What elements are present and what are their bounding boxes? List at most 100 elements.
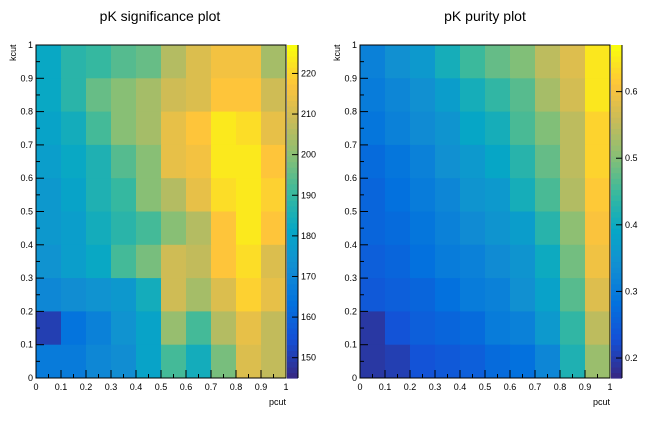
significance-colorbar-step bbox=[287, 300, 298, 307]
significance-colorbar-step bbox=[287, 289, 298, 296]
purity-cell-r4-c4 bbox=[460, 144, 486, 179]
purity-colorbar-step bbox=[611, 189, 622, 196]
purity-x-tick-label: 0.2 bbox=[404, 382, 417, 392]
significance-colorbar-tick-label: 160 bbox=[301, 312, 316, 322]
purity-colorbar-step bbox=[611, 333, 622, 340]
significance-cell-r4-c3 bbox=[111, 144, 137, 179]
purity-colorbar-step bbox=[611, 106, 622, 113]
purity-colorbar: 0.2 0.3 0.4 0.5 0.6 bbox=[611, 45, 638, 379]
significance-colorbar-step bbox=[287, 61, 298, 68]
significance-cell-r7-c9 bbox=[261, 244, 287, 279]
significance-y-tick-label: 1 bbox=[28, 40, 33, 50]
purity-x-tick-label: 0.7 bbox=[529, 382, 542, 392]
significance-cell-r10-c2 bbox=[86, 344, 112, 379]
purity-cell-r4-c5 bbox=[485, 144, 511, 179]
significance-colorbar-step bbox=[287, 228, 298, 235]
purity-colorbar-step bbox=[611, 194, 622, 201]
purity-cell-r9-c6 bbox=[510, 311, 536, 346]
purity-cell-r1-c0 bbox=[360, 45, 386, 79]
purity-cell-r5-c7 bbox=[535, 178, 561, 212]
significance-colorbar-step bbox=[287, 178, 298, 185]
significance-colorbar-step bbox=[287, 128, 298, 135]
significance-y-tick-label: 0.8 bbox=[20, 107, 33, 117]
purity-cell-r4-c3 bbox=[435, 144, 461, 179]
purity-x-tick-label: 0.4 bbox=[454, 382, 467, 392]
purity-cell-r5-c3 bbox=[435, 178, 461, 212]
significance-x-axis: 0 0.1 0.2 0.3 0.4 0.5 0.6 0.7 0.8 0.9 1 bbox=[33, 370, 289, 392]
significance-colorbar-step bbox=[287, 311, 298, 318]
purity-cell-r3-c4 bbox=[460, 111, 486, 146]
purity-cell-r2-c6 bbox=[510, 78, 536, 113]
significance-colorbar-step bbox=[287, 328, 298, 335]
significance-y-label: kcut bbox=[8, 44, 18, 61]
purity-cell-r6-c4 bbox=[460, 211, 486, 246]
significance-cell-r4-c4 bbox=[136, 144, 162, 179]
significance-colorbar-step bbox=[287, 294, 298, 301]
significance-cell-r2-c7 bbox=[211, 78, 237, 113]
purity-cell-r6-c7 bbox=[535, 211, 561, 246]
significance-colorbar-step bbox=[287, 67, 298, 74]
purity-cell-r2-c1 bbox=[385, 78, 411, 113]
significance-colorbar-step bbox=[287, 278, 298, 285]
purity-cell-r9-c0 bbox=[360, 311, 386, 346]
purity-colorbar-step bbox=[611, 122, 622, 129]
purity-cell-r2-c5 bbox=[485, 78, 511, 113]
significance-cell-r4-c7 bbox=[211, 144, 237, 179]
significance-colorbar-step bbox=[287, 205, 298, 213]
purity-x-tick-label: 1 bbox=[607, 382, 612, 392]
significance-y-axis: 0 0.1 0.2 0.3 0.4 0.5 0.6 0.7 0.8 0.9 1 bbox=[20, 40, 44, 383]
purity-x-axis: 0 0.1 0.2 0.3 0.4 0.5 0.6 0.7 0.8 0.9 1 bbox=[357, 370, 613, 392]
significance-cell-r4-c1 bbox=[61, 144, 87, 179]
purity-cell-r5-c4 bbox=[460, 178, 486, 212]
significance-colorbar-step bbox=[287, 200, 298, 207]
purity-cell-r2-c0 bbox=[360, 78, 386, 113]
significance-colorbar-tick-label: 190 bbox=[301, 190, 316, 200]
purity-colorbar-step bbox=[611, 267, 622, 274]
significance-colorbar-step bbox=[287, 83, 298, 90]
significance-cell-r1-c3 bbox=[111, 45, 137, 79]
purity-x-tick-label: 0.5 bbox=[479, 382, 492, 392]
purity-cell-r3-c5 bbox=[485, 111, 511, 146]
purity-y-tick-label: 0.5 bbox=[344, 207, 357, 217]
purity-cell-r8-c2 bbox=[410, 278, 436, 312]
significance-colorbar: 150 160 170 180 190 200 210 220 bbox=[287, 45, 316, 379]
significance-y-tick-label: 0.6 bbox=[20, 173, 33, 183]
purity-cell-r1-c3 bbox=[435, 45, 461, 79]
significance-cell-r8-c2 bbox=[86, 278, 112, 312]
significance-cell-r5-c9 bbox=[261, 178, 287, 212]
significance-cell-r9-c1 bbox=[61, 311, 87, 346]
significance-colorbar-step bbox=[287, 255, 298, 263]
significance-cell-r5-c5 bbox=[161, 178, 187, 212]
significance-cell-r8-c9 bbox=[261, 278, 287, 312]
purity-y-tick-label: 0.4 bbox=[344, 240, 357, 250]
significance-cell-r4-c0 bbox=[36, 144, 62, 179]
significance-cell-r10-c1 bbox=[61, 344, 87, 379]
significance-title: pK significance plot bbox=[100, 8, 221, 24]
significance-colorbar-step bbox=[287, 211, 298, 218]
purity-cell-r6-c8 bbox=[560, 211, 586, 246]
significance-y-tick-label: 0.3 bbox=[20, 273, 33, 283]
purity-colorbar-step bbox=[611, 45, 622, 52]
purity-cell-r9-c4 bbox=[460, 311, 486, 346]
significance-colorbar-tick-label: 180 bbox=[301, 231, 316, 241]
purity-cell-r7-c2 bbox=[410, 244, 436, 279]
significance-cell-r8-c6 bbox=[186, 278, 212, 312]
significance-cell-r10-c5 bbox=[161, 344, 187, 379]
significance-cell-r5-c8 bbox=[236, 178, 262, 212]
purity-colorbar-step bbox=[611, 372, 622, 379]
significance-cell-r3-c5 bbox=[161, 111, 187, 146]
purity-cell-r8-c0 bbox=[360, 278, 386, 312]
purity-colorbar-step bbox=[611, 278, 622, 285]
significance-colorbar-step bbox=[287, 361, 298, 368]
purity-colorbar-tick-label: 0.3 bbox=[625, 286, 638, 296]
significance-cell-r6-c7 bbox=[211, 211, 237, 246]
purity-colorbar-step bbox=[611, 161, 622, 168]
purity-y-tick-label: 0.9 bbox=[344, 73, 357, 83]
purity-cell-r9-c8 bbox=[560, 311, 586, 346]
purity-cell-r5-c1 bbox=[385, 178, 411, 212]
significance-colorbar-step bbox=[287, 261, 298, 268]
purity-cell-r6-c1 bbox=[385, 211, 411, 246]
significance-cell-r6-c3 bbox=[111, 211, 137, 246]
significance-colorbar-step bbox=[287, 366, 298, 374]
significance-cell-r8-c7 bbox=[211, 278, 237, 312]
